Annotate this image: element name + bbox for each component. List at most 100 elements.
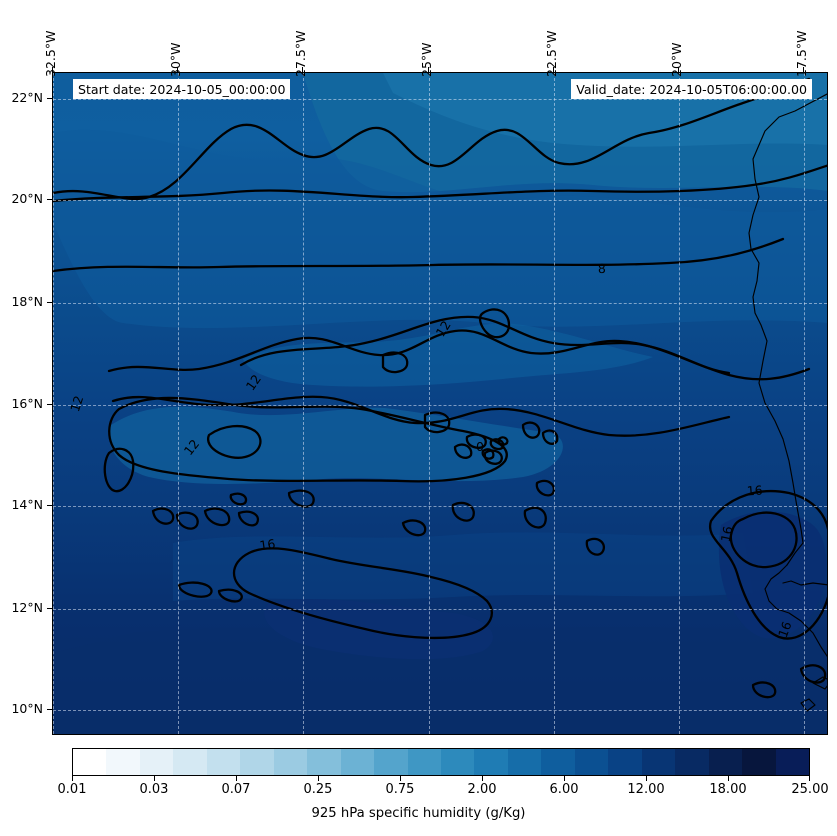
y-tickmark <box>47 505 52 507</box>
gridline-meridian <box>303 73 305 734</box>
colorbar-swatch <box>206 749 241 775</box>
x-tick-label: 32.5°W <box>43 30 58 77</box>
y-tick-label: 18°N <box>11 293 43 309</box>
colorbar-title: 925 hPa specific humidity (g/Kg) <box>311 806 526 821</box>
gridline-parallel <box>53 404 827 406</box>
x-tickmark <box>52 67 53 72</box>
colorbar-swatch <box>574 749 609 775</box>
map-axes: 8 12 12 12 12 16 16 16 16 0 <box>52 72 828 735</box>
x-tickmark <box>677 67 679 72</box>
colorbar-swatch <box>708 749 743 775</box>
x-tick-label: 30°W <box>168 42 184 77</box>
gridline-parallel <box>53 200 827 202</box>
colorbar-tick-label: 25.00 <box>791 782 829 797</box>
colorbar-tickmark <box>728 776 729 781</box>
colorbar-swatch <box>541 749 575 775</box>
colorbar-tick-label: 0.07 <box>221 782 251 797</box>
colorbar-tickmark <box>153 776 155 781</box>
gridline-parallel <box>53 302 827 304</box>
colorbar-swatch <box>641 749 676 775</box>
y-tickmark <box>47 199 52 201</box>
y-tick-label: 22°N <box>11 89 43 105</box>
colorbar-tick-label: 0.25 <box>303 782 333 797</box>
gridline-meridian <box>53 73 54 734</box>
y-tick-label: 16°N <box>11 395 43 411</box>
colorbar-swatch <box>407 749 441 775</box>
start-date-annotation: Start date: 2024-10-05_00:00:00 <box>73 79 291 99</box>
x-tick-label: 17.5°W <box>793 30 809 77</box>
colorbar-swatch <box>507 749 542 775</box>
colorbar-tick-label: 0.01 <box>57 782 87 797</box>
colorbar-swatch <box>608 749 642 775</box>
colorbar-tickmark <box>72 776 73 781</box>
colorbar-swatch <box>675 749 709 775</box>
colorbar-tick-label: 18.00 <box>709 782 747 797</box>
contour-label-8: 8 <box>598 261 607 276</box>
contour-label-0: 0 <box>476 439 484 454</box>
colorbar-swatch <box>139 749 174 775</box>
colorbar-swatch <box>440 749 475 775</box>
gridline-meridian <box>553 73 555 734</box>
colorbar-swatch <box>173 749 207 775</box>
y-tickmark <box>47 403 52 405</box>
colorbar-tickmark <box>809 776 810 781</box>
colorbar-tickmark <box>317 776 319 781</box>
y-tick-label: 10°N <box>11 701 43 717</box>
gridline-parallel <box>53 710 827 712</box>
colorbar-swatch <box>742 749 776 775</box>
colorbar-swatch <box>240 749 274 775</box>
x-tickmark <box>177 67 179 72</box>
colorbar-tickmark <box>646 776 648 781</box>
map-canvas: 8 12 12 12 12 16 16 16 16 0 <box>53 73 827 734</box>
x-tickmark <box>552 67 554 72</box>
x-tick-label: 27.5°W <box>293 30 309 77</box>
contour-label-16-b: 16 <box>746 482 763 498</box>
colorbar-tick-label: 2.00 <box>467 782 497 797</box>
colorbar-tickmark <box>482 776 484 781</box>
valid-date-annotation: Valid_date: 2024-10-05T06:00:00.00 <box>571 79 812 99</box>
contour-label-12-a: 12 <box>433 318 454 339</box>
colorbar-tick-label: 0.75 <box>385 782 415 797</box>
colorbar-tick-label: 0.03 <box>139 782 169 797</box>
colorbar-tick-label: 6.00 <box>549 782 579 797</box>
colorbar-swatch <box>106 749 140 775</box>
colorbar-tickmark <box>564 776 566 781</box>
colorbar-swatch <box>340 749 375 775</box>
colorbar-swatch <box>73 749 107 775</box>
y-tick-label: 20°N <box>11 191 43 207</box>
gridline-meridian <box>428 73 430 734</box>
colorbar-tickmark <box>235 776 237 781</box>
colorbar-swatch <box>307 749 341 775</box>
gridline-parallel <box>53 608 827 610</box>
colorbar-tick-label: 12.00 <box>627 782 665 797</box>
x-tickmark <box>427 67 429 72</box>
colorbar-tickmark <box>399 776 401 781</box>
y-tickmark <box>47 607 52 609</box>
x-tick-label: 20°W <box>668 42 684 77</box>
gridline-parallel <box>53 506 827 508</box>
x-tickmark <box>802 67 804 72</box>
y-tickmark <box>47 97 52 99</box>
colorbar-swatch <box>273 749 308 775</box>
gridline-meridian <box>803 73 805 734</box>
colorbar-gradient <box>72 748 810 776</box>
contour-label-16-d: 16 <box>775 619 795 639</box>
humidity-contour-field: 8 12 12 12 12 16 16 16 16 0 <box>53 73 827 734</box>
contour-labels: 8 12 12 12 12 16 16 16 16 0 <box>67 261 794 640</box>
x-tick-label: 25°W <box>418 42 434 77</box>
y-tick-label: 12°N <box>11 599 43 615</box>
colorbar-swatch <box>775 749 809 775</box>
x-tick-label: 22.5°W <box>543 30 559 77</box>
colorbar: 0.01 0.03 0.07 0.25 0.75 2.00 6.00 12.00 18.00 25… <box>58 748 829 797</box>
colorbar-swatch <box>474 749 508 775</box>
y-tickmark <box>47 301 52 303</box>
gridline-parallel <box>53 98 827 100</box>
y-tickmark <box>47 709 52 711</box>
gridline-meridian <box>178 73 180 734</box>
contour-label-12-b: 12 <box>243 372 264 394</box>
contour-label-16-c: 16 <box>718 525 736 544</box>
contour-label-16-a: 16 <box>258 536 276 553</box>
colorbar-swatch <box>374 749 408 775</box>
x-tickmark <box>302 67 304 72</box>
